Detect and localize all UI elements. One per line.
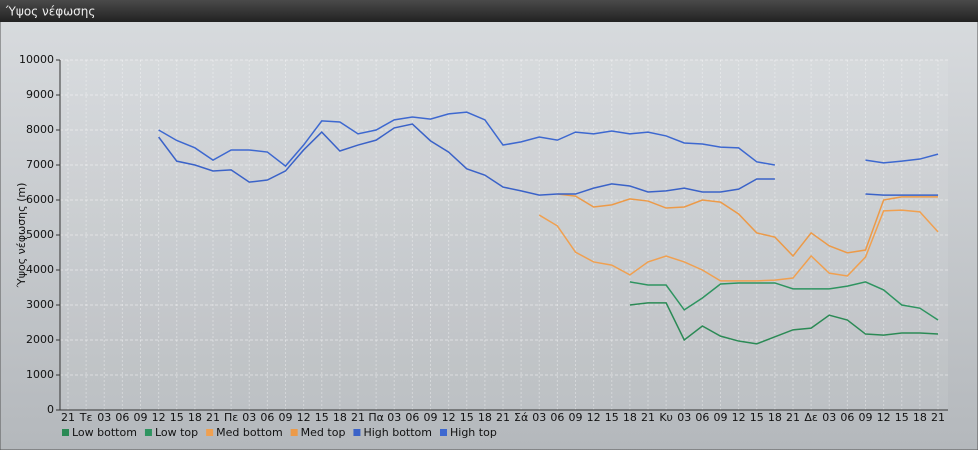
legend-label: High top (450, 426, 497, 439)
legend-swatch (290, 429, 298, 436)
y-tick-label: 5000 (26, 228, 54, 241)
x-tick-label: Σά (514, 411, 528, 424)
x-tick-label: Πε (224, 411, 238, 424)
x-tick-label: 15 (315, 411, 329, 424)
y-axis-label: Ύψος νέφωσης (m) (15, 183, 28, 289)
series-line (158, 111, 939, 168)
y-tick-label: 7000 (26, 158, 54, 171)
x-tick-label: 18 (188, 411, 202, 424)
x-tick-label: 03 (97, 411, 111, 424)
legend-swatch (62, 429, 69, 436)
x-tick-label: 18 (333, 411, 347, 424)
x-tick-label: 15 (895, 411, 909, 424)
x-tick-label: 15 (605, 411, 619, 424)
x-tick-label: 18 (623, 411, 637, 424)
chart-title: Ύψος νέφωσης (5, 5, 95, 19)
x-tick-label: 12 (297, 411, 311, 424)
legend-swatch (440, 429, 447, 436)
x-tick-label: 09 (859, 411, 873, 424)
y-tick-label: 9000 (26, 88, 54, 101)
plot-background (60, 60, 948, 410)
legend-label: Med bottom (216, 426, 283, 439)
series-line (629, 302, 939, 345)
legend-swatch (353, 429, 361, 436)
x-tick-label: 18 (478, 411, 492, 424)
title-bar (0, 0, 978, 22)
x-tick-label: 21 (496, 411, 510, 424)
x-tick-label: 15 (750, 411, 764, 424)
x-tick-label: 12 (587, 411, 601, 424)
x-tick-label: 06 (550, 411, 564, 424)
x-tick-label: 15 (170, 411, 184, 424)
series-line (158, 123, 938, 196)
x-tick-label: 12 (442, 411, 456, 424)
series-line (629, 281, 939, 321)
x-tick-label: 06 (840, 411, 854, 424)
y-tick-label: 4000 (26, 263, 54, 276)
x-tick-label: 03 (242, 411, 256, 424)
x-tick-label: 18 (913, 411, 927, 424)
legend-label: Med top (301, 426, 346, 439)
x-tick-label: 18 (768, 411, 782, 424)
y-tick-label: 10000 (19, 53, 54, 66)
x-tick-label: 12 (152, 411, 166, 424)
x-tick-label: 15 (460, 411, 474, 424)
y-tick-label: 8000 (26, 123, 54, 136)
y-tick-label: 3000 (26, 298, 54, 311)
legend-label: High bottom (363, 426, 432, 439)
y-tick-label: 0 (47, 403, 54, 416)
x-tick-label: 12 (877, 411, 891, 424)
x-tick-label: 09 (714, 411, 728, 424)
x-tick-label: 21 (641, 411, 655, 424)
x-tick-label: 21 (61, 411, 75, 424)
x-tick-label: 21 (931, 411, 945, 424)
y-tick-label: 6000 (26, 193, 54, 206)
legend-label: Low top (155, 426, 198, 439)
x-tick-label: 03 (532, 411, 546, 424)
x-tick-label: 03 (387, 411, 401, 424)
x-tick-label: 09 (134, 411, 148, 424)
legend-swatch (144, 429, 152, 436)
x-tick-label: 03 (822, 411, 836, 424)
x-tick-label: 06 (405, 411, 419, 424)
x-tick-label: 03 (677, 411, 691, 424)
x-tick-label: 09 (279, 411, 293, 424)
y-tick-label: 1000 (26, 368, 54, 381)
series-line (538, 209, 939, 282)
y-tick-label: 2000 (26, 333, 54, 346)
x-tick-label: Πα (368, 411, 384, 424)
x-tick-label: 12 (732, 411, 746, 424)
x-tick-label: 21 (351, 411, 365, 424)
x-tick-label: Κυ (659, 411, 673, 424)
x-tick-label: 21 (206, 411, 220, 424)
x-tick-label: Δε (804, 411, 818, 424)
x-tick-label: 06 (260, 411, 274, 424)
x-tick-label: 09 (424, 411, 438, 424)
x-tick-label: 06 (115, 411, 129, 424)
legend-swatch (206, 429, 214, 436)
x-tick-label: 21 (786, 411, 800, 424)
x-tick-label: Τε (79, 411, 93, 424)
x-tick-label: 09 (569, 411, 583, 424)
x-tick-label: 06 (695, 411, 709, 424)
legend-label: Low bottom (72, 426, 137, 439)
series-line (557, 193, 938, 258)
